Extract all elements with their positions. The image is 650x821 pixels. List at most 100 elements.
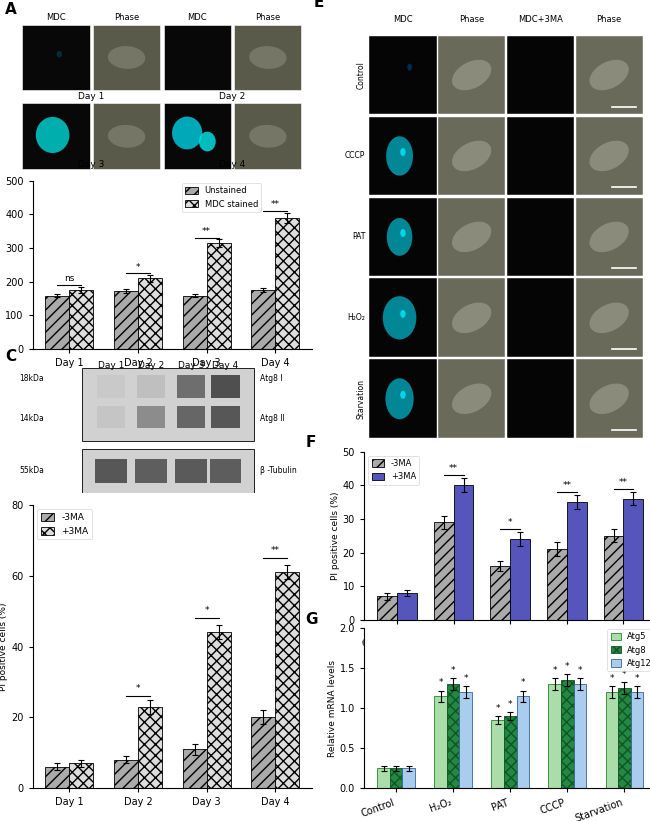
Ellipse shape [400, 391, 406, 399]
FancyBboxPatch shape [575, 278, 643, 357]
Bar [377, 596, 397, 620]
Bar [606, 692, 618, 788]
Text: MDC: MDC [187, 13, 207, 22]
Bar [630, 692, 644, 788]
Text: Day 3: Day 3 [78, 160, 105, 169]
Text: Phase: Phase [255, 13, 281, 22]
Bar [510, 539, 530, 620]
Text: *: * [622, 670, 627, 679]
Bar [138, 707, 162, 788]
Ellipse shape [590, 140, 629, 172]
Bar [251, 290, 275, 349]
Text: 14kDa: 14kDa [20, 414, 44, 423]
Bar [114, 291, 138, 349]
FancyBboxPatch shape [438, 278, 505, 357]
Text: 55kDa: 55kDa [20, 466, 44, 475]
Bar [504, 716, 517, 788]
Text: *: * [508, 700, 512, 709]
FancyBboxPatch shape [83, 449, 254, 493]
Text: *: * [136, 684, 140, 693]
Text: *: * [495, 704, 500, 713]
FancyBboxPatch shape [96, 459, 127, 483]
Text: *: * [136, 263, 140, 272]
FancyBboxPatch shape [83, 368, 254, 441]
Bar [561, 680, 573, 788]
Ellipse shape [108, 125, 146, 148]
Bar [447, 684, 460, 788]
Text: Phase: Phase [597, 15, 622, 24]
FancyBboxPatch shape [234, 103, 302, 169]
Ellipse shape [387, 218, 412, 256]
Bar [402, 768, 415, 788]
Text: *: * [508, 518, 512, 527]
Text: CCCP: CCCP [345, 151, 365, 160]
Ellipse shape [386, 136, 413, 176]
FancyBboxPatch shape [369, 35, 437, 114]
Text: **: ** [271, 546, 280, 555]
Bar [251, 718, 275, 788]
Text: E: E [313, 0, 324, 11]
Bar [517, 696, 529, 788]
Bar [183, 750, 207, 788]
Ellipse shape [452, 140, 491, 172]
Text: F: F [306, 435, 316, 450]
FancyBboxPatch shape [210, 459, 241, 483]
Legend: -3MA, +3MA: -3MA, +3MA [368, 456, 419, 484]
Bar [70, 290, 94, 349]
Y-axis label: Relative Fluorescence units
(525 nm): Relative Fluorescence units (525 nm) [0, 203, 2, 327]
FancyBboxPatch shape [575, 198, 643, 277]
Text: *: * [552, 667, 557, 676]
FancyBboxPatch shape [369, 278, 437, 357]
Text: **: ** [619, 478, 628, 487]
FancyBboxPatch shape [164, 103, 231, 169]
FancyBboxPatch shape [135, 459, 167, 483]
FancyBboxPatch shape [507, 278, 574, 357]
Ellipse shape [108, 46, 146, 69]
Text: *: * [438, 678, 443, 687]
Text: PAT: PAT [352, 232, 365, 241]
FancyBboxPatch shape [22, 25, 90, 90]
Bar [46, 296, 70, 349]
Ellipse shape [590, 303, 629, 333]
Text: Atg8 II: Atg8 II [260, 414, 285, 423]
Bar [547, 549, 567, 620]
Text: *: * [634, 674, 639, 683]
FancyBboxPatch shape [97, 374, 125, 397]
FancyBboxPatch shape [369, 360, 437, 438]
Bar [549, 684, 561, 788]
FancyBboxPatch shape [234, 25, 302, 90]
FancyBboxPatch shape [176, 459, 207, 483]
Ellipse shape [385, 378, 413, 420]
FancyBboxPatch shape [136, 374, 165, 397]
Ellipse shape [400, 148, 406, 156]
Text: G: G [306, 612, 318, 627]
Text: Day 1: Day 1 [78, 92, 105, 101]
FancyBboxPatch shape [438, 35, 505, 114]
Ellipse shape [408, 63, 412, 71]
FancyBboxPatch shape [177, 374, 205, 397]
Bar [207, 632, 231, 788]
Legend: Unstained, MDC stained: Unstained, MDC stained [182, 183, 261, 212]
FancyBboxPatch shape [338, 4, 644, 439]
Bar [434, 522, 454, 620]
Text: MDC: MDC [46, 13, 66, 22]
Text: **: ** [449, 465, 458, 474]
Text: Phase: Phase [459, 15, 484, 24]
Text: Day 3: Day 3 [178, 361, 204, 370]
Ellipse shape [400, 229, 406, 237]
FancyBboxPatch shape [177, 406, 205, 428]
Bar [390, 768, 402, 788]
Ellipse shape [452, 303, 491, 333]
Ellipse shape [590, 383, 629, 414]
Text: **: ** [202, 227, 211, 236]
Y-axis label: Relative mRNA levels: Relative mRNA levels [328, 659, 337, 757]
FancyBboxPatch shape [575, 360, 643, 438]
FancyBboxPatch shape [438, 117, 505, 195]
Bar [397, 593, 417, 620]
FancyBboxPatch shape [211, 406, 240, 428]
Bar [207, 243, 231, 349]
Text: *: * [578, 667, 582, 676]
Text: ns: ns [64, 274, 75, 283]
Text: *: * [565, 663, 569, 672]
Ellipse shape [452, 60, 491, 90]
